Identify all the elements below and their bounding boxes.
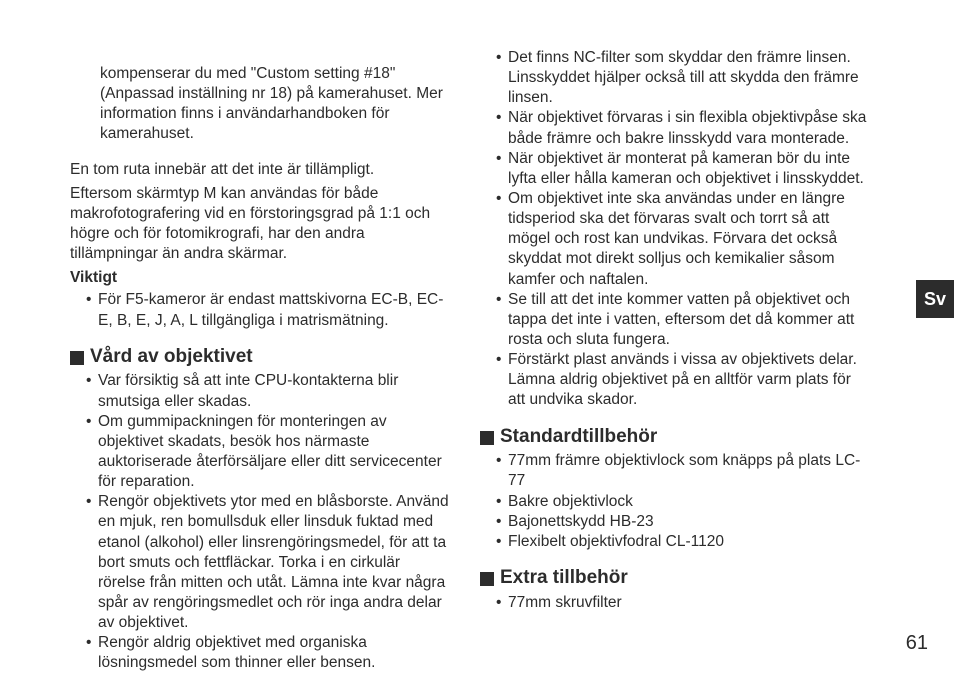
language-tab-label: Sv (924, 289, 946, 310)
list-item: Om objektivet inte ska användas under en… (496, 189, 870, 290)
list-item: 77mm skruvfilter (496, 593, 870, 613)
important-label: Viktigt (70, 268, 450, 288)
language-tab-sv: Sv (916, 280, 954, 318)
two-column-layout: kompenserar du med "Custom setting #18" … (70, 48, 894, 677)
list-item: Bakre objektivlock (496, 492, 870, 512)
lens-care-list: Var försiktig så att inte CPU-kontaktern… (70, 371, 450, 673)
left-column: kompenserar du med "Custom setting #18" … (70, 48, 450, 677)
manual-page: kompenserar du med "Custom setting #18" … (0, 0, 954, 677)
section-heading-lens-care: Vård av objektivet (70, 345, 450, 370)
section-heading-extra-accessories: Extra tillbehör (480, 566, 870, 591)
important-list: För F5-kameror är endast mattskivorna EC… (70, 290, 450, 330)
list-item: Var försiktig så att inte CPU-kontaktern… (86, 371, 450, 411)
list-item: Rengör aldrig objektivet med organiska l… (86, 633, 450, 673)
intro-paragraph-indented: kompenserar du med "Custom setting #18" … (70, 64, 450, 145)
standard-accessories-list: 77mm främre objektivlock som knäpps på p… (480, 451, 870, 552)
right-column: Det finns NC-filter som skyddar den främ… (480, 48, 870, 677)
list-item: För F5-kameror är endast mattskivorna EC… (86, 290, 450, 330)
paragraph-screen-type-m: Eftersom skärmtyp M kan användas för båd… (70, 184, 450, 265)
list-item: När objektivet förvaras i sin flexibla o… (496, 108, 870, 148)
lens-care-list-continued: Det finns NC-filter som skyddar den främ… (480, 48, 870, 411)
list-item: Rengör objektivets ytor med en blåsborst… (86, 492, 450, 633)
list-item: 77mm främre objektivlock som knäpps på p… (496, 451, 870, 491)
section-title-text: Extra tillbehör (500, 566, 628, 591)
square-bullet-icon (480, 572, 494, 586)
section-title-text: Vård av objektivet (90, 345, 253, 370)
list-item: Flexibelt objektivfodral CL-1120 (496, 532, 870, 552)
square-bullet-icon (480, 431, 494, 445)
list-item: Om gummipackningen för monteringen av ob… (86, 412, 450, 493)
extra-accessories-list: 77mm skruvfilter (480, 593, 870, 613)
list-item: Se till att det inte kommer vatten på ob… (496, 290, 870, 350)
square-bullet-icon (70, 351, 84, 365)
list-item: Bajonettskydd HB-23 (496, 512, 870, 532)
page-number: 61 (906, 632, 928, 655)
section-title-text: Standardtillbehör (500, 425, 657, 450)
section-heading-standard-accessories: Standardtillbehör (480, 425, 870, 450)
paragraph-blank-box: En tom ruta innebär att det inte är till… (70, 160, 450, 180)
list-item: När objektivet är monterat på kameran bö… (496, 149, 870, 189)
list-item: Förstärkt plast används i vissa av objek… (496, 350, 870, 410)
list-item: Det finns NC-filter som skyddar den främ… (496, 48, 870, 108)
